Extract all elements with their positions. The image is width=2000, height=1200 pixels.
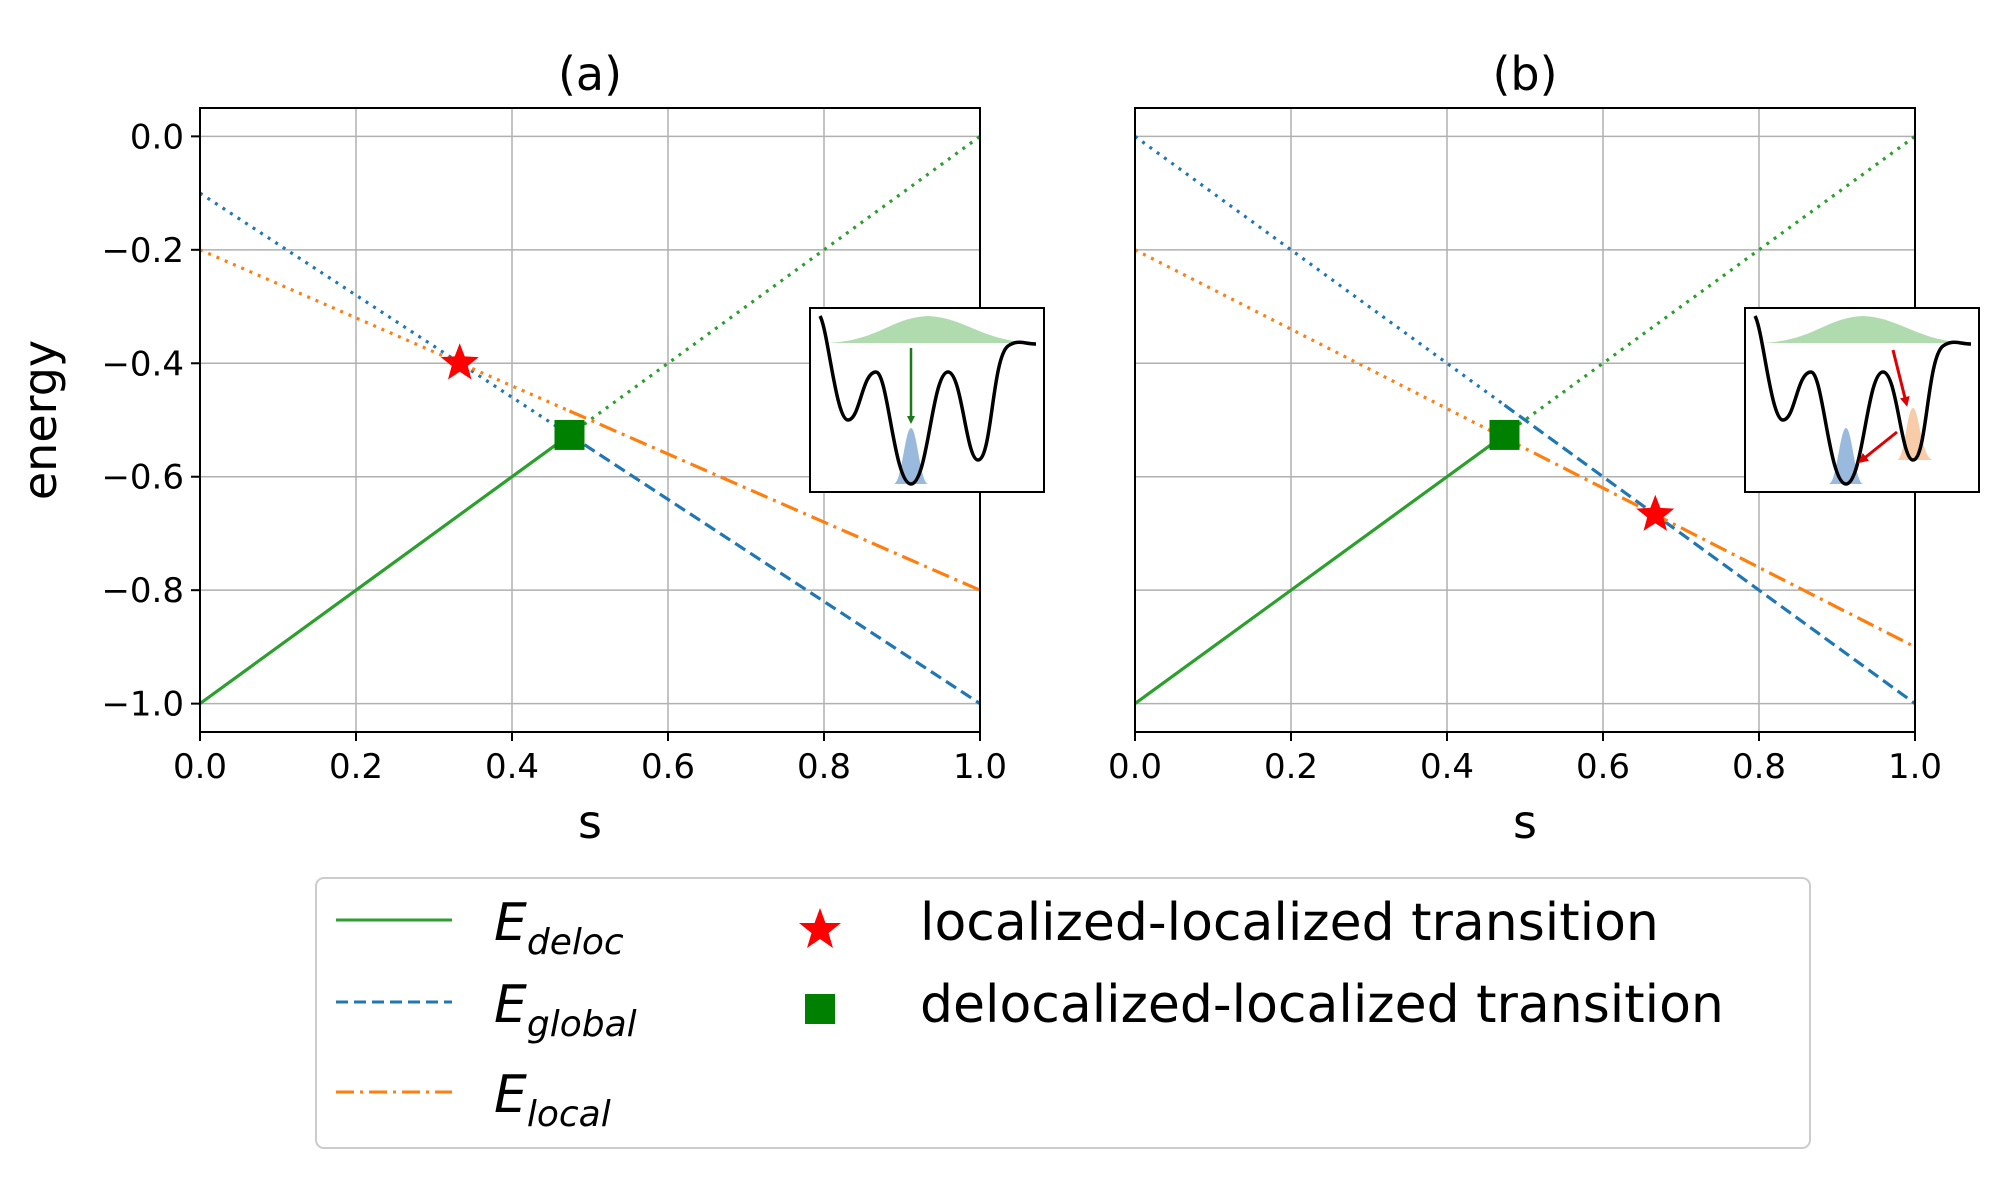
panel-a: (a) 0.0 0.2 0.4 0.6 0.8 1.0 0.0 −0.2 −0.4 −0.6 −0…: [13, 47, 1045, 849]
series-line-e-local: [1135, 248, 1506, 440]
legend-label-square: delocalized-localized transition: [920, 975, 1724, 1035]
series-line-e-deloc: [200, 433, 571, 705]
series-line-e-deloc: [568, 135, 980, 437]
svg-text:Edeloc: Edeloc: [494, 893, 624, 963]
legend-label-global-sub: global: [527, 1004, 637, 1045]
series-line-e-global: [1135, 135, 1506, 407]
series-line-e-global: [200, 191, 571, 437]
x-tick-label: 0.4: [1420, 747, 1474, 787]
marker-star: [440, 343, 479, 380]
series-line-e-local: [1503, 436, 1915, 649]
panel-b-inset-potential: [1753, 315, 1972, 486]
panel-a-title: (a): [558, 47, 622, 101]
legend-entry-star: localized-localized transition: [799, 893, 1659, 953]
x-tick-label: 0.2: [329, 747, 383, 787]
marker-square: [554, 419, 585, 450]
legend-label-local-sub: local: [527, 1094, 611, 1135]
panel-a-inset-deloc-density: [828, 316, 1032, 343]
series-line-e-global: [568, 433, 980, 705]
y-tick-label: −1.0: [101, 685, 184, 725]
x-tick-label: 0.6: [1576, 747, 1630, 787]
legend-label-local-main: E: [494, 1065, 527, 1125]
x-tick-label: 1.0: [1888, 747, 1942, 787]
series-line-e-global: [1503, 403, 1915, 705]
y-tick-label: −0.2: [101, 231, 184, 271]
legend-star-marker: [799, 908, 841, 948]
panel-b-xticks: 0.0 0.2 0.4 0.6 0.8 1.0: [1108, 732, 1942, 787]
legend-label-deloc-sub: deloc: [527, 922, 624, 963]
marker-square: [1489, 419, 1520, 450]
y-tick-label: 0.0: [130, 117, 184, 157]
panel-b-inset-arrow-2: [1858, 430, 1898, 464]
y-tick-label: −0.6: [101, 458, 184, 498]
x-tick-label: 0.0: [1108, 747, 1162, 787]
x-tick-label: 0.6: [641, 747, 695, 787]
x-tick-label: 0.0: [173, 747, 227, 787]
marker-star: [1636, 494, 1675, 531]
panel-a-xticks: 0.0 0.2 0.4 0.6 0.8 1.0: [173, 732, 1007, 787]
x-tick-label: 0.4: [485, 747, 539, 787]
panel-a-xlabel: s: [578, 795, 602, 849]
panel-b-xlabel: s: [1513, 795, 1537, 849]
panel-b-inset-deloc-density: [1763, 316, 1967, 343]
y-tick-label: −0.4: [101, 344, 184, 384]
legend-frame: [315, 877, 1811, 1149]
legend-entry-square: delocalized-localized transition: [805, 975, 1724, 1035]
panel-b-inset-arrow-1: [1891, 349, 1910, 407]
series-line-e-local: [568, 409, 980, 592]
panel-a-inset-potential: [818, 315, 1037, 486]
panel-a-inset: [809, 307, 1045, 493]
x-tick-label: 0.2: [1264, 747, 1318, 787]
panel-b-markers: [1489, 419, 1675, 531]
legend-entry-local: Elocal: [336, 1065, 611, 1135]
y-tick-label: −0.8: [101, 571, 184, 611]
panel-b-inset: [1744, 307, 1980, 493]
x-tick-label: 1.0: [953, 747, 1007, 787]
series-line-e-deloc: [1503, 135, 1915, 437]
panel-b-title: (b): [1492, 47, 1557, 101]
panel-a-markers: [440, 343, 585, 450]
legend-label-deloc-main: E: [494, 893, 527, 953]
legend: Edeloc Eglobal Elocal localized-localize…: [315, 877, 1811, 1149]
panel-b-plot: [1135, 135, 1915, 705]
x-tick-label: 0.8: [1732, 747, 1786, 787]
panel-b: (b) 0.0 0.2 0.4 0.6 0.8 1.0 s: [1108, 47, 1980, 849]
panel-a-yticks: 0.0 −0.2 −0.4 −0.6 −0.8 −1.0: [101, 117, 200, 725]
svg-text:Elocal: Elocal: [494, 1065, 611, 1135]
series-line-e-deloc: [1135, 433, 1506, 705]
legend-entry-global: Eglobal: [336, 975, 637, 1045]
legend-entry-deloc: Edeloc: [336, 893, 624, 963]
legend-square-marker: [805, 994, 835, 1024]
legend-label-global-main: E: [494, 975, 527, 1035]
svg-text:Eglobal: Eglobal: [494, 975, 637, 1045]
series-line-e-local: [200, 248, 571, 413]
legend-label-star: localized-localized transition: [920, 893, 1659, 953]
panel-a-plot: [200, 135, 980, 705]
x-tick-label: 0.8: [797, 747, 851, 787]
panel-a-ylabel: energy: [13, 340, 67, 500]
